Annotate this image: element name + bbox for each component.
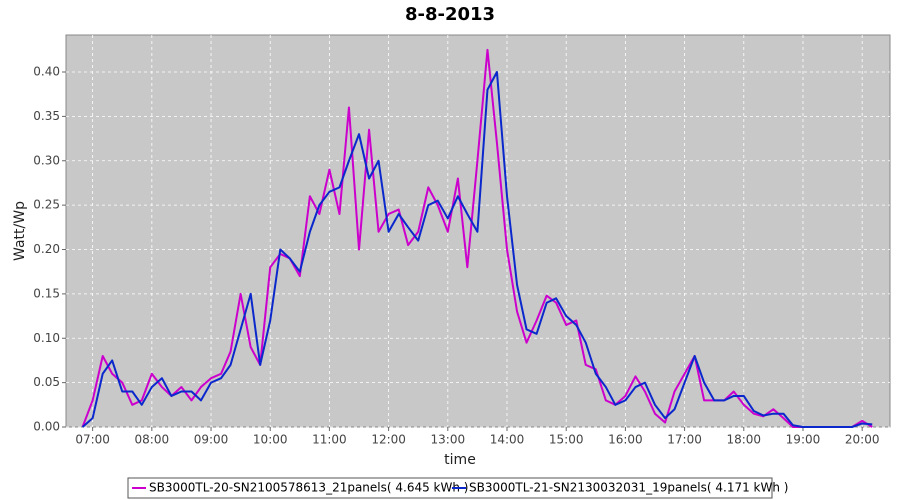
legend xyxy=(127,477,773,499)
y-tick-label: 0.15 xyxy=(33,286,60,300)
y-tick-label: 0.40 xyxy=(33,65,60,79)
y-axis-label: Watt/Wp xyxy=(12,201,28,261)
x-tick-label: 14:00 xyxy=(490,433,525,447)
y-tick-label: 0.10 xyxy=(33,331,60,345)
y-tick-label: 0.30 xyxy=(33,153,60,167)
x-axis-label: time xyxy=(444,452,476,468)
x-tick-label: 10:00 xyxy=(253,433,288,447)
x-tick-label: 18:00 xyxy=(726,433,761,447)
series-line xyxy=(81,71,873,428)
legend-label: SB3000TL-21-SN2130032031_19panels( 4.171… xyxy=(469,481,788,495)
x-tick-label: 07:00 xyxy=(75,433,110,447)
x-tick-label: 08:00 xyxy=(135,433,170,447)
x-tick-label: 12:00 xyxy=(371,433,406,447)
x-tick-label: 20:00 xyxy=(845,433,880,447)
legend-label: SB3000TL-20-SN2100578613_21panels( 4.645… xyxy=(149,481,468,495)
x-tick-label: 19:00 xyxy=(786,433,821,447)
x-tick-label: 16:00 xyxy=(608,433,643,447)
chart-title: 8-8-2013 xyxy=(405,4,495,25)
x-tick-label: 15:00 xyxy=(549,433,584,447)
y-tick-label: 0.05 xyxy=(33,375,60,389)
x-tick-label: 13:00 xyxy=(431,433,466,447)
x-tick-label: 17:00 xyxy=(667,433,702,447)
x-tick-label: 11:00 xyxy=(312,433,347,447)
y-tick-label: 0.20 xyxy=(33,242,60,256)
y-tick-label: 0.00 xyxy=(33,420,60,434)
y-tick-label: 0.25 xyxy=(33,198,60,212)
y-tick-label: 0.35 xyxy=(33,109,60,123)
x-tick-label: 09:00 xyxy=(194,433,229,447)
series-line xyxy=(81,48,873,428)
